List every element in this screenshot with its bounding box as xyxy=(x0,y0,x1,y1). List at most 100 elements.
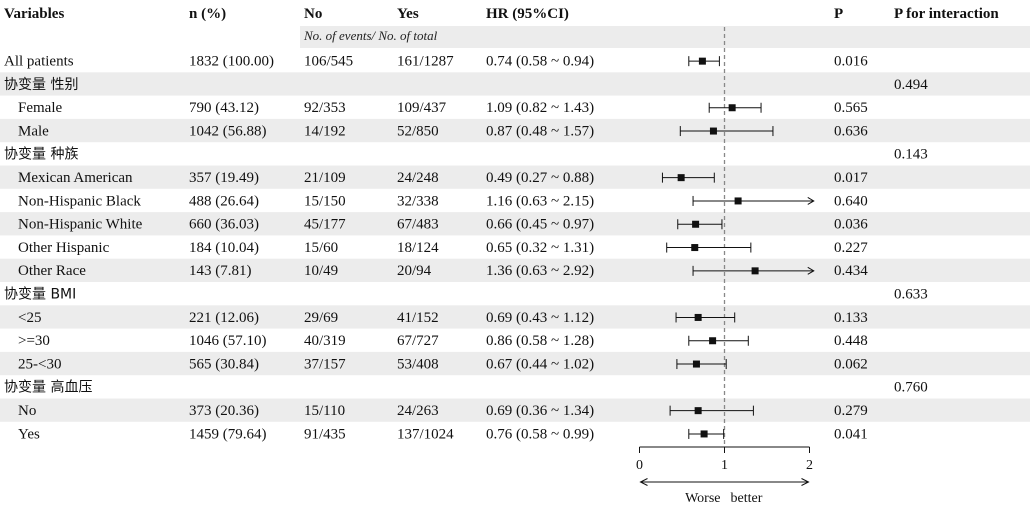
yes-events-value: 52/850 xyxy=(397,123,439,139)
no-events-value: 91/435 xyxy=(304,426,346,442)
row-stripes xyxy=(0,26,1030,422)
no-events-value: 15/60 xyxy=(304,240,338,256)
hr-ci-value: 1.16 (0.63 ~ 2.15) xyxy=(486,193,594,209)
yes-events-value: 18/124 xyxy=(397,240,439,256)
ci-arrow xyxy=(807,266,815,275)
x-axis-tick-label: 1 xyxy=(721,458,728,473)
header-p-interaction: P for interaction xyxy=(894,6,999,22)
no-events-value: 37/157 xyxy=(304,356,346,372)
no-events-value: 10/49 xyxy=(304,263,338,279)
p-interaction-value: 0.143 xyxy=(894,147,928,163)
no-events-value: 21/109 xyxy=(304,170,346,186)
n-percent-value: 660 (36.03) xyxy=(189,217,259,233)
p-value: 0.041 xyxy=(834,426,868,442)
p-value: 0.448 xyxy=(834,333,868,349)
yes-events-value: 20/94 xyxy=(397,263,432,279)
hr-point xyxy=(751,267,759,275)
no-events-value: 92/353 xyxy=(304,100,346,116)
hr-point xyxy=(709,127,717,135)
row-label: Male xyxy=(18,123,49,139)
p-value: 0.016 xyxy=(834,54,868,70)
ci-arrow xyxy=(807,197,815,205)
p-value: 0.640 xyxy=(834,193,868,209)
n-percent-value: 1046 (57.10) xyxy=(189,333,267,349)
table-body: All patients 1832 (100.00) 106/545 161/1287… xyxy=(4,54,928,443)
group-label: 协变量 性别 xyxy=(4,77,78,93)
n-percent-value: 1459 (79.64) xyxy=(189,426,267,442)
n-percent-value: 357 (19.49) xyxy=(189,170,259,186)
yes-events-value: 67/727 xyxy=(397,333,439,349)
row-stripe xyxy=(0,398,1030,422)
hr-point xyxy=(691,244,699,252)
row-stripe xyxy=(0,305,1030,329)
p-interaction-value: 0.760 xyxy=(894,380,928,396)
header-no: No xyxy=(304,6,322,22)
hr-ci-value: 0.67 (0.44 ~ 1.02) xyxy=(486,356,594,372)
hr-ci-value: 0.86 (0.58 ~ 1.28) xyxy=(486,333,594,349)
n-percent-value: 373 (20.36) xyxy=(189,403,259,419)
no-events-value: 15/150 xyxy=(304,193,346,209)
hr-ci-value: 0.87 (0.48 ~ 1.57) xyxy=(486,123,594,139)
yes-events-value: 109/437 xyxy=(397,100,447,116)
no-events-value: 29/69 xyxy=(304,310,338,326)
n-percent-value: 143 (7.81) xyxy=(189,263,252,279)
header-variables: Variables xyxy=(4,6,64,22)
forest-marks xyxy=(661,56,815,439)
p-value: 0.036 xyxy=(834,217,868,233)
n-percent-value: 1832 (100.00) xyxy=(189,54,274,70)
row-label: Non-Hispanic White xyxy=(18,217,143,233)
hr-ci-value: 1.36 (0.63 ~ 2.92) xyxy=(486,263,594,279)
header-yes: Yes xyxy=(397,6,419,22)
yes-events-value: 67/483 xyxy=(397,217,439,233)
row-stripe xyxy=(0,118,1030,143)
row-label: Mexican American xyxy=(18,170,133,186)
n-percent-value: 565 (30.84) xyxy=(189,356,259,372)
x-axis-tick-label: 0 xyxy=(636,458,643,473)
row-stripe xyxy=(0,72,1030,96)
no-events-value: 45/177 xyxy=(304,217,346,233)
row-stripe xyxy=(0,351,1030,376)
direction-arrow-left xyxy=(639,478,648,486)
hr-ci-value: 0.69 (0.43 ~ 1.12) xyxy=(486,310,594,326)
direction-label-better: better xyxy=(731,491,763,506)
row-stripe xyxy=(0,212,1030,236)
yes-events-value: 137/1024 xyxy=(397,426,454,442)
hr-ci-value: 1.09 (0.82 ~ 1.43) xyxy=(486,100,594,116)
p-value: 0.227 xyxy=(834,240,868,256)
group-label: 协变量 种族 xyxy=(4,147,78,163)
hr-point xyxy=(694,407,702,415)
column-headers: Variables n (%) No Yes HR (95%CI) P P fo… xyxy=(4,6,999,43)
p-value: 0.017 xyxy=(834,170,868,186)
hr-point xyxy=(709,337,717,345)
subheader-events-total: No. of events/ No. of total xyxy=(303,28,438,43)
hr-point xyxy=(700,430,708,438)
hr-ci-value: 0.66 (0.45 ~ 0.97) xyxy=(486,217,594,233)
hr-point xyxy=(698,57,706,65)
group-label: 协变量 BMI xyxy=(4,287,76,303)
no-events-value: 40/319 xyxy=(304,333,346,349)
p-value: 0.279 xyxy=(834,403,868,419)
p-interaction-value: 0.633 xyxy=(894,287,928,303)
p-interaction-value: 0.494 xyxy=(894,77,928,93)
yes-events-value: 41/152 xyxy=(397,310,439,326)
row-stripe xyxy=(0,165,1030,189)
yes-events-value: 24/263 xyxy=(397,403,439,419)
hr-ci-value: 0.74 (0.58 ~ 0.94) xyxy=(486,54,594,70)
header-n-percent: n (%) xyxy=(189,6,226,22)
row-label: Yes xyxy=(18,426,40,442)
yes-events-value: 161/1287 xyxy=(397,54,454,70)
row-label: Other Hispanic xyxy=(18,240,110,256)
x-axis-tick-label: 2 xyxy=(806,458,813,473)
no-events-value: 14/192 xyxy=(304,123,346,139)
n-percent-value: 790 (43.12) xyxy=(189,100,259,116)
direction-arrow-right xyxy=(801,478,810,486)
n-percent-value: 184 (10.04) xyxy=(189,240,259,256)
row-label: No xyxy=(18,403,36,419)
direction-label-worse: Worse xyxy=(685,491,720,506)
x-axis: 0 1 2 Worse better xyxy=(636,446,813,506)
n-percent-value: 221 (12.06) xyxy=(189,310,259,326)
no-events-value: 15/110 xyxy=(304,403,345,419)
p-value: 0.636 xyxy=(834,123,868,139)
